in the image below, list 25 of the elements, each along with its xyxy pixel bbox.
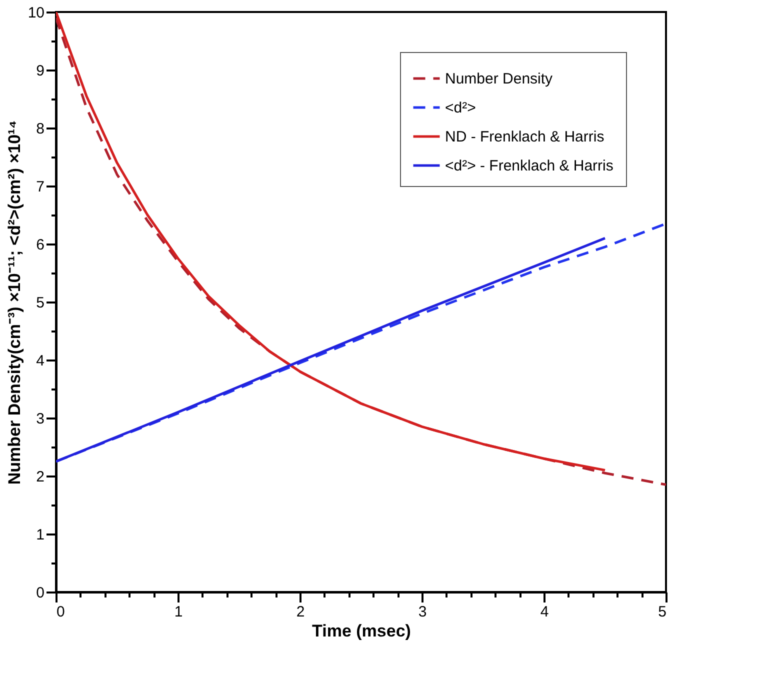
- legend-label: ND - Frenklach & Harris: [445, 128, 604, 146]
- y-tick-label: 8: [36, 120, 44, 138]
- y-tick-label: 9: [36, 62, 44, 80]
- x-tick-label: 4: [540, 604, 549, 620]
- legend-label: Number Density: [445, 70, 554, 88]
- y-tick-label: 0: [36, 584, 44, 602]
- y-tick-label: 5: [36, 294, 44, 312]
- y-tick-label: 3: [36, 410, 44, 428]
- x-axis-title: Time (msec): [312, 622, 411, 640]
- y-tick-label: 6: [36, 236, 44, 254]
- y-tick-label: 2: [36, 468, 44, 486]
- x-tick-label: 0: [56, 604, 65, 620]
- y-tick-label: 10: [28, 4, 44, 22]
- y-axis-title: Number Density(cm⁻³) ×10⁻¹¹; <d²>(cm²) ×10¹⁴: [4, 120, 24, 485]
- y-tick-label: 7: [36, 178, 44, 196]
- y-tick-label: 4: [36, 352, 44, 370]
- line-series: [56, 236, 606, 463]
- y-tick-label: 1: [36, 526, 44, 544]
- x-tick-label: 3: [418, 604, 427, 620]
- line-series: [56, 222, 666, 463]
- x-tick-label: 5: [658, 604, 666, 620]
- legend-label: <d²> - Frenklach & Harris: [445, 158, 614, 174]
- legend-label: <d²>: [445, 100, 476, 116]
- x-tick-label: 1: [174, 604, 183, 620]
- x-tick-label: 2: [296, 604, 305, 620]
